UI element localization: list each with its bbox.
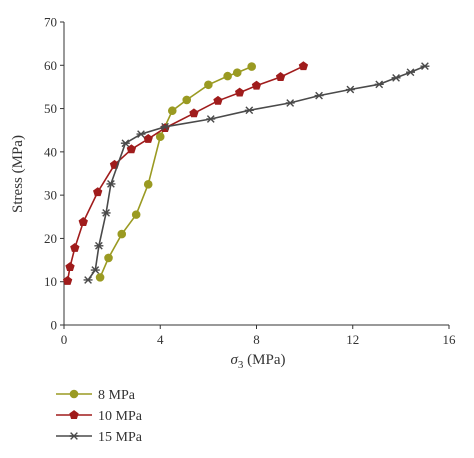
data-point: [93, 187, 103, 197]
data-point: [298, 61, 309, 71]
data-point: [251, 80, 262, 90]
x-axis-title-unit: (MPa): [243, 352, 285, 368]
data-point: [314, 91, 324, 100]
data-point: [70, 243, 80, 252]
data-point: [189, 108, 199, 118]
series-1: [62, 61, 309, 285]
data-point: [94, 241, 104, 250]
data-point: [247, 62, 256, 71]
y-tick-label: 70: [44, 15, 57, 30]
y-tick-label: 20: [44, 231, 57, 246]
data-point: [391, 73, 401, 82]
data-point: [136, 130, 146, 138]
series-0: [95, 62, 256, 282]
data-point: [65, 262, 75, 271]
y-tick-label: 60: [44, 58, 57, 73]
legend-marker: [69, 410, 79, 419]
data-point: [206, 115, 216, 123]
legend-marker: [69, 389, 79, 399]
data-point: [117, 229, 127, 239]
data-point: [131, 210, 141, 219]
axes: [63, 22, 449, 326]
data-point: [143, 133, 153, 143]
series-line: [87, 65, 426, 281]
x-axis-title-subscript: 3: [238, 359, 244, 371]
y-axis-title: Stress (MPa): [10, 135, 26, 213]
legend-entry: 15 MPa: [56, 430, 143, 445]
data-point: [101, 209, 111, 217]
y-tick-label: 10: [44, 274, 57, 289]
x-tick-label: 16: [443, 332, 457, 347]
data-point: [104, 253, 113, 263]
data-point: [275, 72, 286, 81]
x-tick-label: 12: [346, 332, 359, 347]
legend-entry: 10 MPa: [56, 409, 143, 424]
legend: 8 MPa 10 MPa 15 MPa: [56, 388, 143, 445]
data-point: [83, 276, 93, 284]
legend-label: 8 MPa: [98, 388, 136, 403]
x-axis-title: σ3 (MPa): [231, 352, 286, 371]
data-point: [213, 95, 223, 105]
data-point: [155, 132, 165, 142]
data-point: [160, 122, 170, 131]
y-tick-label: 40: [44, 144, 57, 159]
data-point: [62, 275, 73, 285]
data-point: [406, 68, 415, 77]
data-point: [143, 180, 153, 189]
x-tick-label: 0: [61, 332, 68, 347]
series-line: [99, 65, 253, 278]
y-tick-label: 50: [44, 101, 57, 116]
data-point: [420, 62, 430, 71]
data-point: [90, 266, 100, 274]
series: [62, 61, 430, 285]
data-point: [126, 144, 137, 154]
series-2: [83, 62, 430, 284]
data-point: [232, 68, 242, 77]
x-axis-title-symbol: σ: [231, 352, 239, 368]
x-tick-label: 4: [157, 332, 164, 347]
y-tick-label: 30: [44, 188, 57, 203]
legend-marker: [69, 432, 79, 440]
x-tick-label: 8: [253, 332, 260, 347]
ticks: 0 10 20 30 40 50 60 70 0 4 8 12 16: [44, 15, 456, 348]
data-point: [106, 180, 116, 188]
data-point: [244, 106, 254, 115]
data-point: [345, 85, 355, 94]
data-point: [204, 80, 213, 90]
data-point: [182, 95, 192, 105]
data-point: [285, 99, 295, 107]
data-point: [167, 106, 177, 116]
legend-label: 15 MPa: [98, 430, 143, 445]
legend-entry: 8 MPa: [56, 388, 136, 403]
data-point: [374, 80, 384, 89]
legend-label: 10 MPa: [98, 409, 143, 424]
data-point: [234, 87, 245, 97]
data-point: [120, 139, 130, 148]
data-point: [78, 217, 88, 226]
y-tick-label: 0: [51, 318, 58, 333]
data-point: [95, 273, 105, 282]
data-point: [223, 71, 232, 81]
